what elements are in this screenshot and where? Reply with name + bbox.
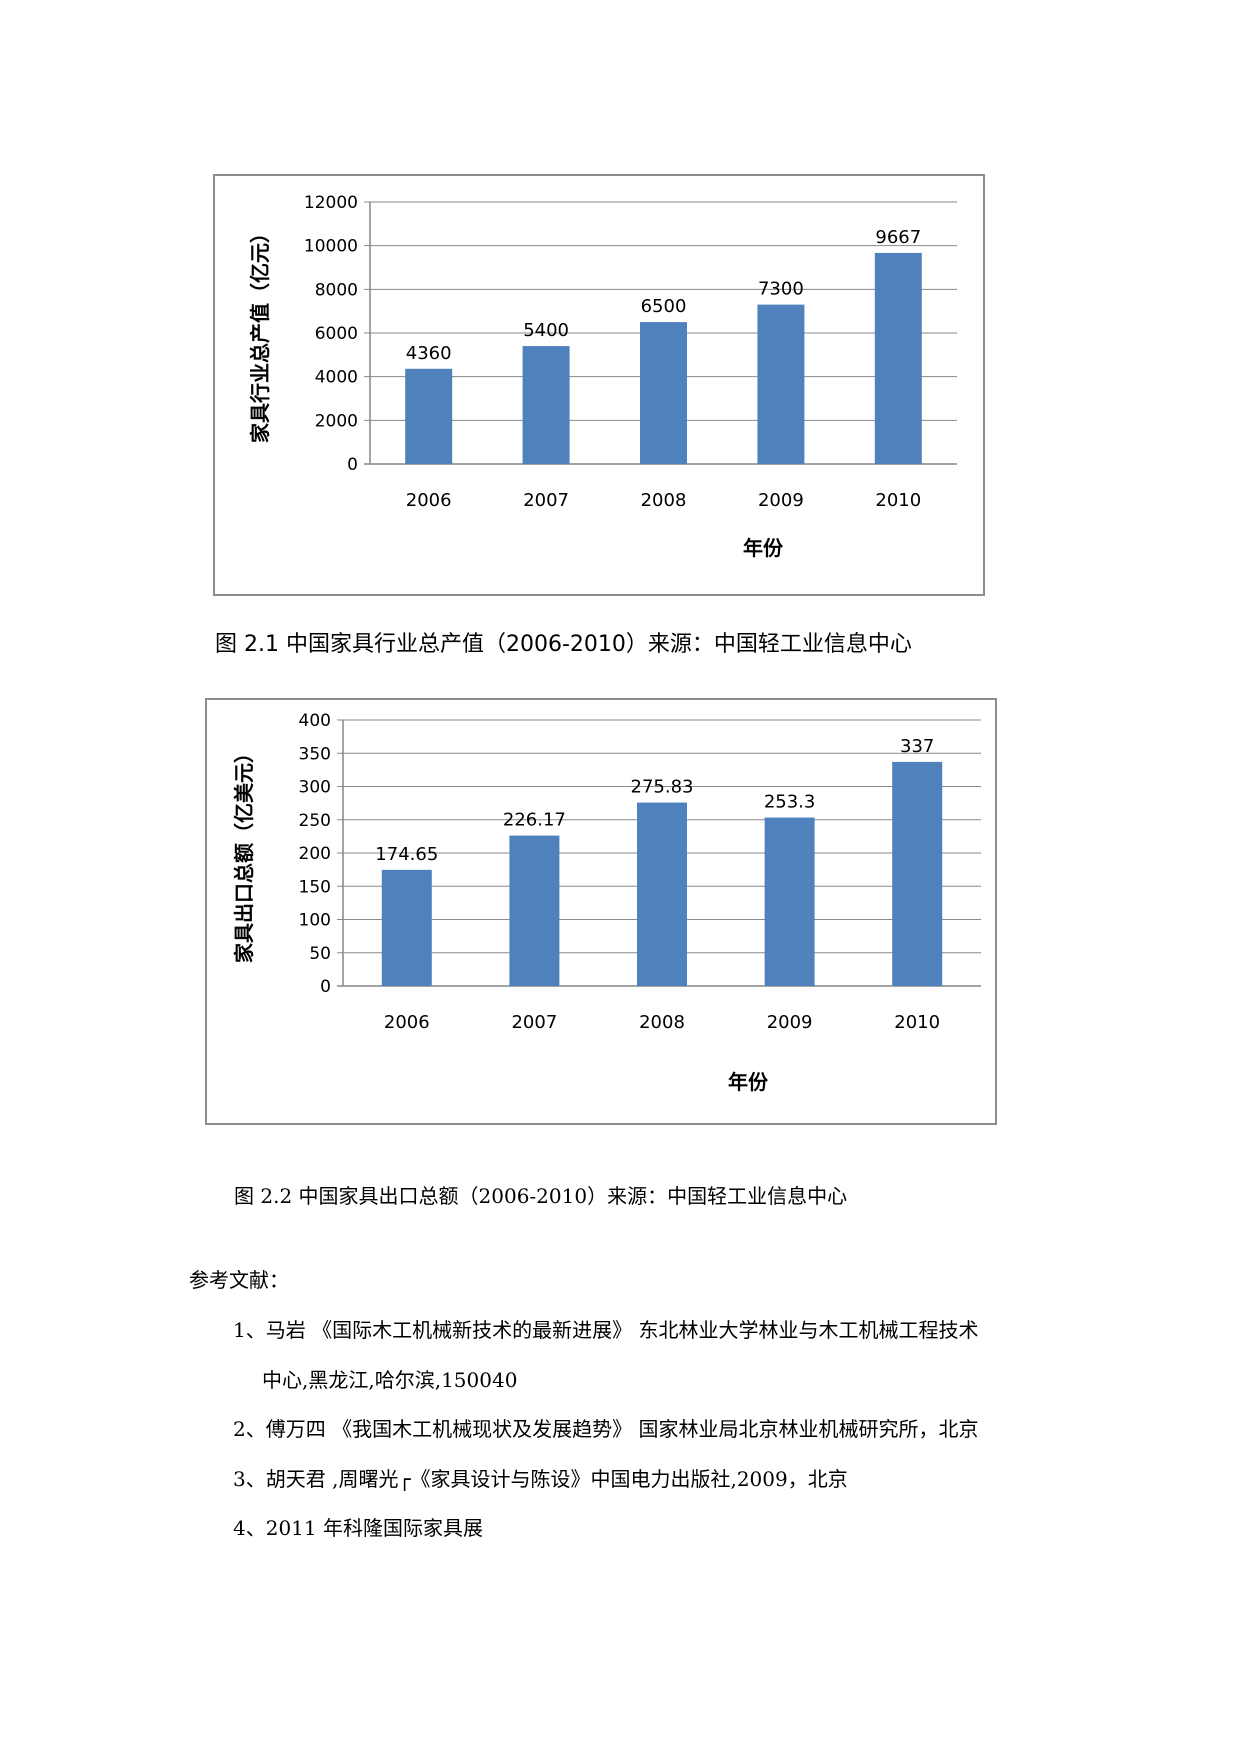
x-axis-title: 年份: [728, 1070, 769, 1094]
x-tick-label: 2007: [511, 1012, 557, 1033]
y-tick-label: 250: [299, 811, 331, 831]
y-tick-label: 2000: [315, 411, 358, 431]
y-tick-label: 0: [320, 977, 331, 997]
y-tick-label: 12000: [304, 193, 358, 213]
figure-caption-2-2: 图 2.2 中国家具出口总额（2006-2010）来源：中国轻工业信息中心: [234, 1184, 848, 1208]
reference-item-1: 1、马岩 《国际木工机械新技术的最新进展》 东北林业大学林业与木工机械工程技术: [233, 1318, 979, 1342]
chart-export-value-svg: 0 50 100 150 200 250 300 350 400 174.65 2006 226.17…: [232, 711, 981, 1094]
x-tick-label: 2009: [767, 1012, 813, 1033]
data-label: 9667: [875, 227, 921, 248]
x-tick-label: 2008: [641, 490, 687, 511]
data-label: 174.65: [375, 844, 438, 865]
y-tick-label: 8000: [315, 280, 358, 300]
y-tick-label: 10000: [304, 237, 358, 257]
bar: [522, 346, 570, 464]
y-tick-label: 300: [299, 778, 331, 798]
y-tick-label: 6000: [315, 324, 358, 344]
references-heading: 参考文献：: [189, 1268, 289, 1292]
figure-caption-2-1: 图 2.1 中国家具行业总产值（2006-2010）来源：中国轻工业信息中心: [215, 632, 912, 657]
data-label: 337: [900, 736, 934, 757]
x-tick-label: 2007: [523, 490, 569, 511]
y-tick-label: 350: [299, 744, 331, 764]
data-label: 253.3: [764, 792, 816, 813]
y-axis-title: 家具行业总产值（亿元）: [248, 223, 272, 443]
data-label: 7300: [758, 279, 804, 300]
y-tick-label: 50: [309, 944, 331, 964]
x-tick-label: 2010: [875, 490, 921, 511]
y-tick-label: 400: [299, 711, 331, 731]
bar: [757, 304, 805, 464]
x-tick-label: 2008: [639, 1012, 685, 1033]
x-tick-label: 2009: [758, 490, 804, 511]
bar: [640, 322, 687, 464]
reference-item-2: 2、傅万四 《我国木工机械现状及发展趋势》 国家林业局北京林业机械研究所，北京: [233, 1417, 979, 1441]
data-label: 226.17: [503, 810, 566, 831]
bar: [381, 869, 432, 986]
data-label: 275.83: [631, 777, 694, 798]
reference-item-3: 3、胡天君 ,周曙光┌《家具设计与陈设》中国电力出版社,2009，北京: [233, 1467, 848, 1491]
data-label: 4360: [406, 343, 452, 364]
bar: [764, 817, 815, 986]
reference-item-4: 4、2011 年科隆国际家具展: [233, 1516, 483, 1540]
chart-production-value: 0 2000 4000 6000 8000 10000 12000 4360 2006 5400 2…: [213, 174, 985, 596]
y-tick-label: 0: [347, 455, 358, 475]
x-tick-label: 2006: [406, 490, 452, 511]
y-tick-label: 150: [299, 877, 331, 897]
chart-production-value-svg: 0 2000 4000 6000 8000 10000 12000 4360 2006 5400 2…: [248, 193, 957, 560]
bar: [509, 835, 560, 986]
x-tick-label: 2010: [894, 1012, 940, 1033]
y-tick-label: 4000: [315, 368, 358, 388]
reference-item-1-cont: 中心,黑龙江,哈尔滨,150040: [262, 1368, 518, 1392]
bar: [405, 368, 453, 464]
data-label: 6500: [641, 296, 687, 317]
bar: [637, 802, 687, 986]
x-axis-title: 年份: [743, 536, 784, 560]
y-axis-title: 家具出口总额（亿美元）: [232, 743, 256, 963]
chart-export-value: 0 50 100 150 200 250 300 350 400 174.65 2006 226.17…: [205, 698, 997, 1125]
y-tick-label: 200: [299, 844, 331, 864]
x-tick-label: 2006: [384, 1012, 430, 1033]
y-tick-label: 100: [299, 911, 331, 931]
data-label: 5400: [523, 320, 569, 341]
bar: [874, 252, 922, 464]
bar: [892, 761, 943, 986]
